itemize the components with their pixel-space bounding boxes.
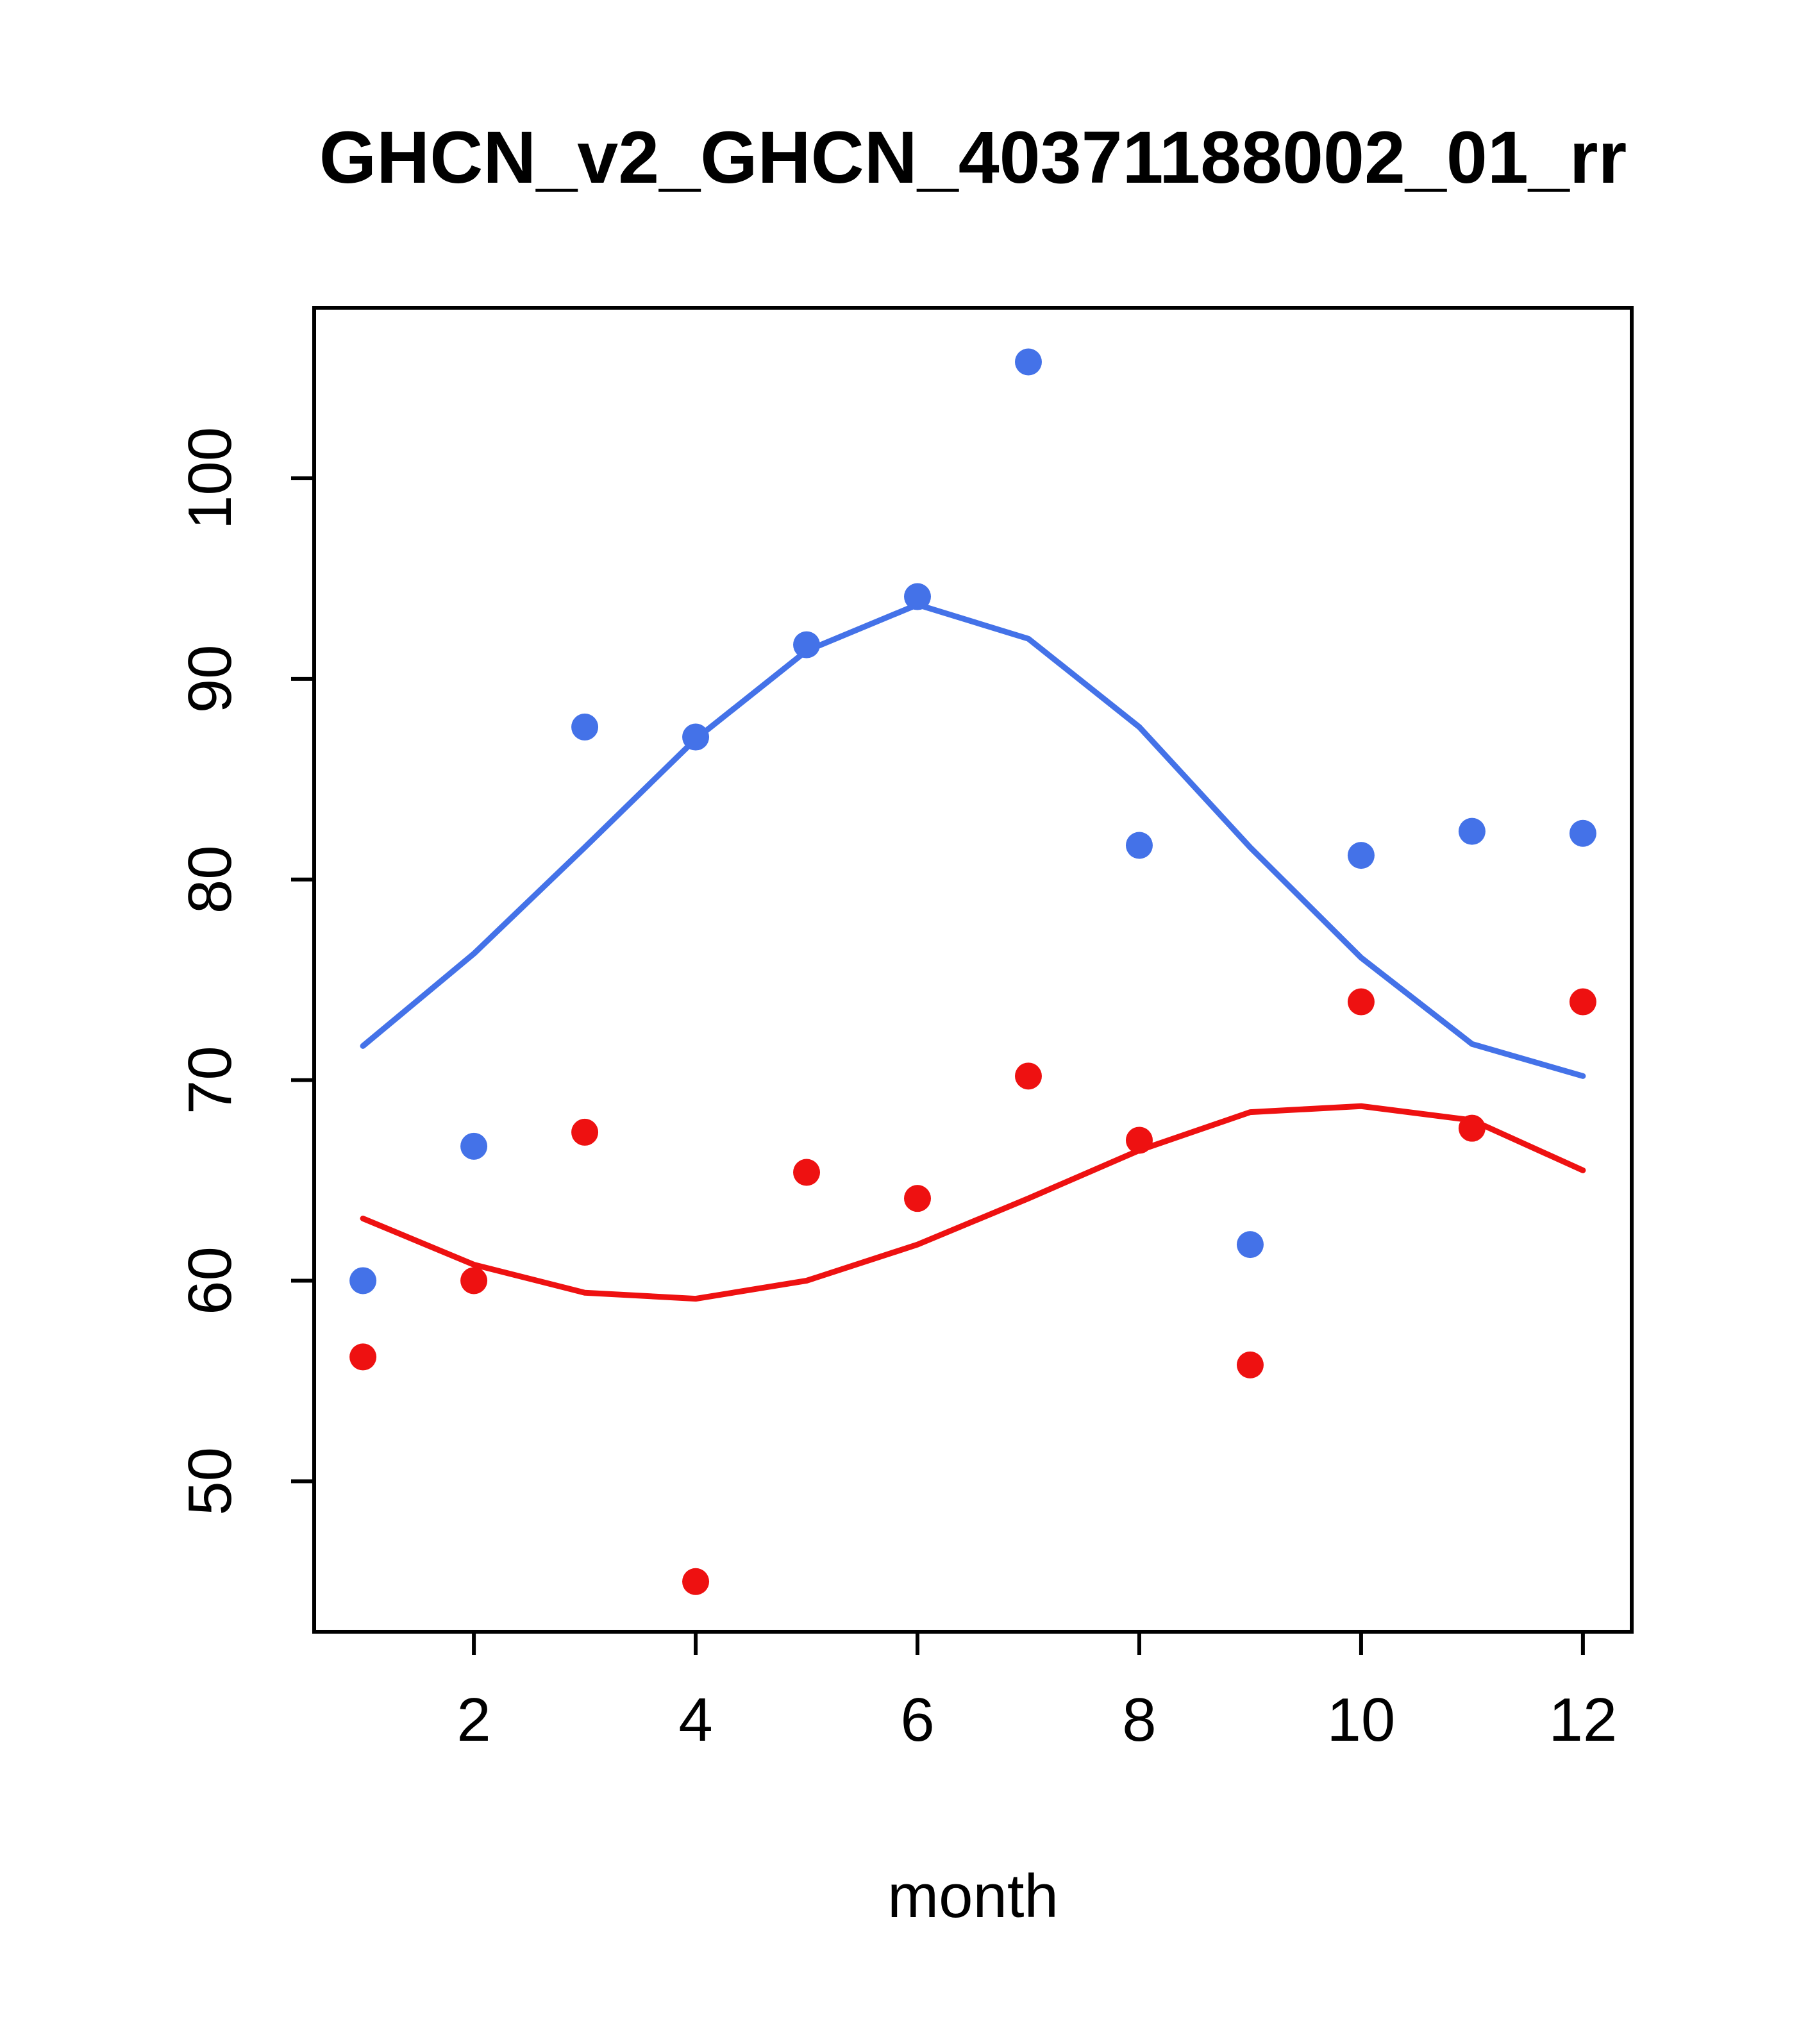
- red-smooth-line: [360, 1103, 1586, 1302]
- red-point: [682, 1568, 710, 1595]
- blue-point: [571, 713, 599, 741]
- blue-point: [904, 583, 932, 610]
- plot-box: [312, 306, 1634, 1634]
- blue-point: [349, 1267, 377, 1294]
- red-point: [1014, 1062, 1042, 1090]
- red-point: [460, 1267, 488, 1294]
- blue-point: [1125, 832, 1153, 859]
- blue-point: [460, 1132, 488, 1160]
- x-tick-label: 6: [900, 1686, 934, 1754]
- x-tick-label: 2: [456, 1686, 490, 1754]
- red-point: [793, 1159, 821, 1186]
- x-tick-label: 4: [678, 1686, 712, 1754]
- blue-point: [1347, 842, 1375, 869]
- red-point: [1236, 1351, 1264, 1378]
- blue-point: [793, 631, 821, 658]
- red-point: [349, 1343, 377, 1371]
- blue-point: [1458, 817, 1486, 845]
- y-tick-label: 90: [176, 644, 244, 713]
- x-axis-label: month: [887, 1862, 1059, 1931]
- red-point: [571, 1118, 599, 1146]
- y-tick-label: 100: [176, 427, 244, 530]
- red-point: [904, 1185, 932, 1212]
- red-point: [1347, 988, 1375, 1016]
- y-tick-label: 50: [176, 1447, 244, 1516]
- blue-point: [682, 723, 710, 751]
- x-tick-label: 12: [1548, 1686, 1617, 1754]
- blue-point: [1569, 819, 1596, 847]
- red-point: [1125, 1127, 1153, 1154]
- red-point: [1569, 988, 1596, 1016]
- blue-point: [1236, 1231, 1264, 1259]
- y-tick-label: 80: [176, 845, 244, 914]
- chart-title: GHCN_v2_GHCN_40371188002_01_rr: [319, 117, 1627, 199]
- red-point: [1458, 1114, 1486, 1142]
- y-tick-label: 70: [176, 1046, 244, 1114]
- y-tick-label: 60: [176, 1246, 244, 1315]
- blue-smooth-line: [360, 601, 1586, 1079]
- x-tick-label: 8: [1122, 1686, 1156, 1754]
- x-tick-label: 10: [1327, 1686, 1396, 1754]
- blue-point: [1014, 348, 1042, 376]
